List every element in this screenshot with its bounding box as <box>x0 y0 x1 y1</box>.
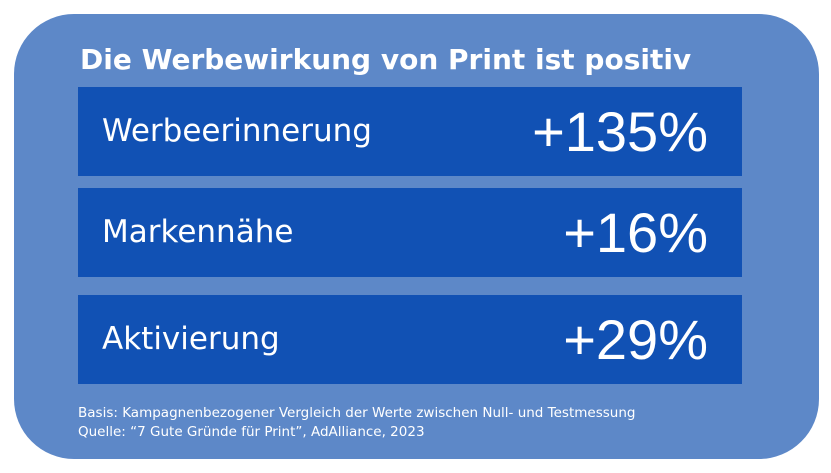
metric-label: Aktivierung <box>102 321 280 357</box>
metric-row-aktivierung: Aktivierung +29% <box>78 295 742 384</box>
infographic-card: Die Werbewirkung von Print ist positiv W… <box>14 14 819 459</box>
infographic-title: Die Werbewirkung von Print ist positiv <box>80 43 692 76</box>
footnote-basis: Basis: Kampagnenbezogener Vergleich der … <box>78 405 636 421</box>
metric-row-markennaehe: Markennähe +16% <box>78 188 742 277</box>
footnote-source: Quelle: “7 Gute Gründe für Print”, AdAll… <box>78 424 425 440</box>
metric-value: +135% <box>532 100 708 163</box>
footnote: Basis: Kampagnenbezogener Vergleich der … <box>78 404 635 442</box>
metric-value: +29% <box>563 308 708 371</box>
metric-label: Markennähe <box>102 214 294 250</box>
metric-row-werbeerinnerung: Werbeerinnerung +135% <box>78 87 742 176</box>
metric-label: Werbeerinnerung <box>102 113 372 149</box>
metric-value: +16% <box>563 201 708 264</box>
